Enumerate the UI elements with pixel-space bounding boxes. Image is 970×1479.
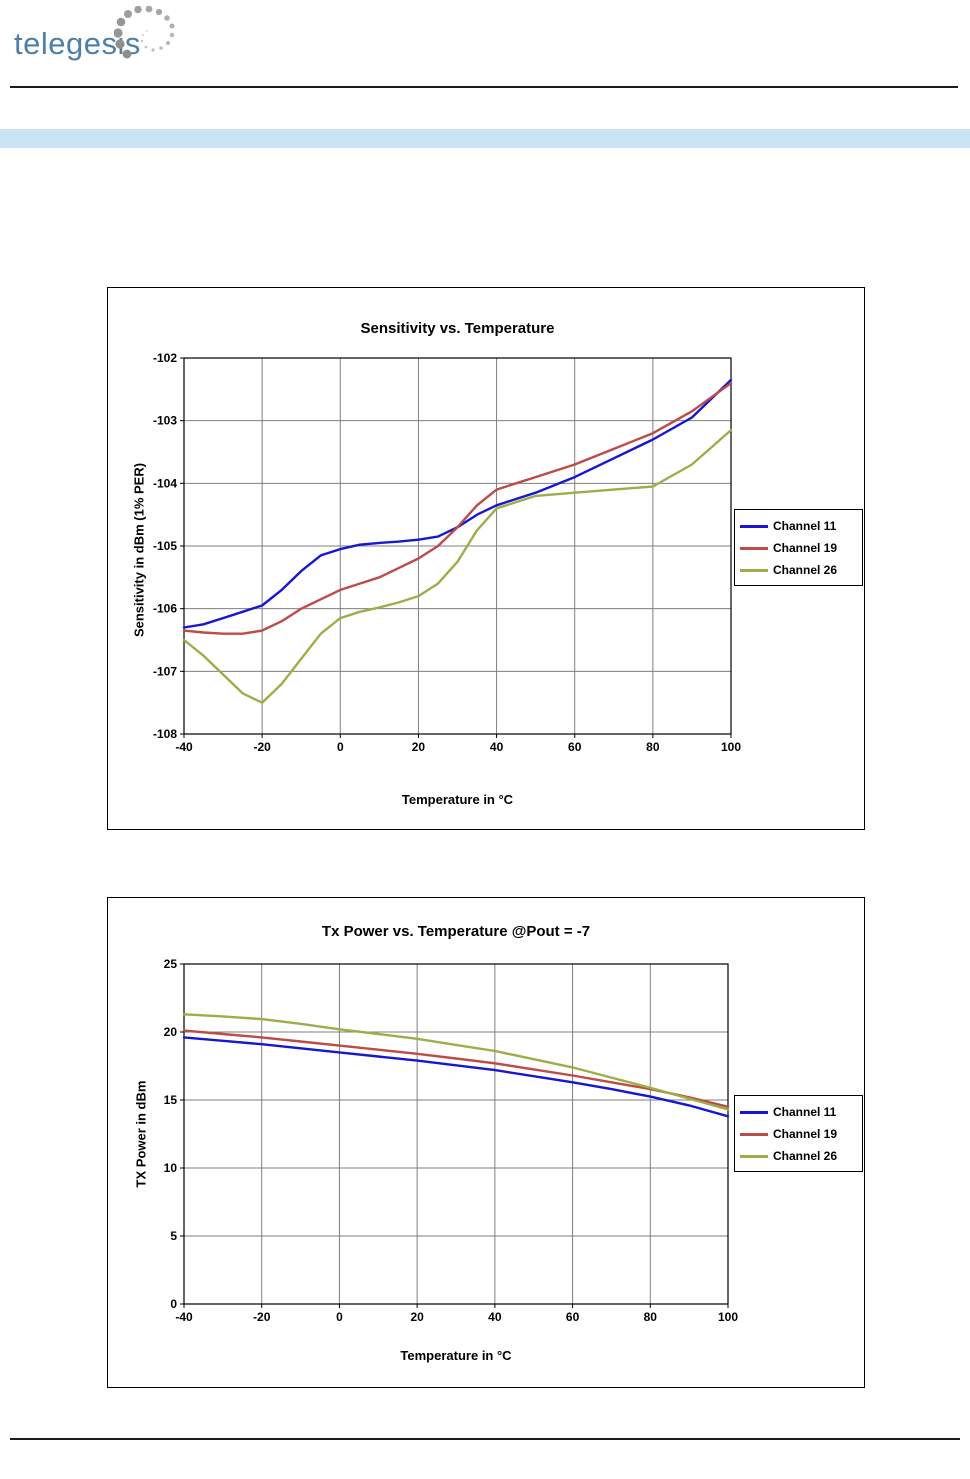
y-tick-label: -105 [153, 539, 177, 553]
x-tick-label: 100 [721, 740, 741, 754]
series-line-channel-11 [182, 378, 733, 629]
x-tick-label: 80 [644, 1310, 658, 1324]
x-tick-label: 60 [568, 740, 582, 754]
legend-line-swatch [740, 1132, 768, 1136]
chart-title: Tx Power vs. Temperature @Pout = -7 [321, 923, 591, 940]
legend-label: Channel 19 [773, 1127, 838, 1141]
x-tick-label: 20 [412, 740, 426, 754]
y-tick-label: -104 [153, 476, 177, 490]
tx-power-chart-frame: -40 -20 0 20 40 60 80 100 25 20 15 10 5 0 Tx Power vs… [107, 897, 865, 1388]
series-line-channel-26 [182, 1013, 730, 1111]
x-tick-label: -20 [253, 740, 271, 754]
legend-line-swatch [740, 1154, 768, 1158]
y-tick-label: 5 [170, 1229, 177, 1243]
sensitivity-chart-frame: -40 -20 0 20 40 60 80 100 -102 -103 -104 -105 -106 -1… [107, 287, 865, 830]
chart-legend: Channel 11 Channel 19 Channel 26 [734, 509, 863, 586]
legend-item: Channel 19 [740, 1123, 858, 1145]
sensitivity-chart-svg: -40 -20 0 20 40 60 80 100 -102 -103 -104 -105 -106 -1… [153, 351, 741, 754]
y-tick-label: 10 [164, 1161, 178, 1175]
legend-line-swatch [740, 524, 768, 528]
legend-item: Channel 11 [740, 515, 858, 537]
y-tick-label: -108 [153, 727, 177, 741]
x-axis-title: Temperature in °C [400, 1348, 512, 1363]
y-axis-title: Sensitivity in dBm (1% PER) [131, 462, 147, 638]
footer-rule [10, 1438, 960, 1440]
y-axis-title: TX Power in dBm [133, 1080, 149, 1188]
tx-power-chart-svg: -40 -20 0 20 40 60 80 100 25 20 15 10 5 0 [164, 957, 739, 1324]
y-tick-label: 25 [164, 957, 178, 971]
header-rule [10, 86, 958, 88]
legend-line-swatch [740, 568, 768, 572]
x-tick-label: 60 [566, 1310, 580, 1324]
x-tick-label: 80 [646, 740, 660, 754]
legend-label: Channel 19 [773, 541, 838, 555]
legend-label: Channel 11 [773, 1105, 837, 1119]
telegesis-logo: telegesis [14, 6, 204, 70]
legend-label: Channel 11 [773, 519, 837, 533]
legend-label: Channel 26 [773, 563, 838, 577]
x-tick-label: 40 [488, 1310, 502, 1324]
series-line-channel-26 [182, 428, 733, 704]
x-tick-label: -40 [175, 740, 193, 754]
series-line-channel-19 [182, 1029, 730, 1109]
x-tick-label: 0 [336, 1310, 343, 1324]
legend-item: Channel 19 [740, 537, 858, 559]
x-axis-title: Temperature in °C [401, 792, 514, 807]
y-tick-label: -102 [153, 351, 177, 365]
x-tick-label: 0 [337, 740, 344, 754]
x-tick-label: -20 [253, 1310, 271, 1324]
logo-swirl-icon [114, 6, 175, 59]
legend-line-swatch [740, 1110, 768, 1114]
y-tick-label: 15 [164, 1093, 178, 1107]
plot-border [183, 963, 729, 1305]
legend-line-swatch [740, 546, 768, 550]
y-tick-label: -107 [153, 664, 177, 678]
legend-item: Channel 11 [740, 1101, 858, 1123]
x-tick-label: 40 [490, 740, 504, 754]
x-tick-label: -40 [175, 1310, 193, 1324]
legend-item: Channel 26 [740, 1145, 858, 1167]
series-line-channel-11 [182, 1036, 730, 1118]
legend-item: Channel 26 [740, 559, 858, 581]
section-header-band [0, 129, 970, 148]
y-tick-label: -103 [153, 414, 177, 428]
chart-legend: Channel 11 Channel 19 Channel 26 [734, 1095, 863, 1172]
y-tick-label: 0 [170, 1297, 177, 1311]
series-line-channel-19 [182, 381, 733, 635]
legend-label: Channel 26 [773, 1149, 838, 1163]
chart-title: Sensitivity vs. Temperature [360, 320, 555, 337]
x-tick-label: 20 [410, 1310, 424, 1324]
y-tick-label: -106 [153, 602, 177, 616]
y-tick-label: 20 [164, 1025, 178, 1039]
x-tick-label: 100 [718, 1310, 738, 1324]
